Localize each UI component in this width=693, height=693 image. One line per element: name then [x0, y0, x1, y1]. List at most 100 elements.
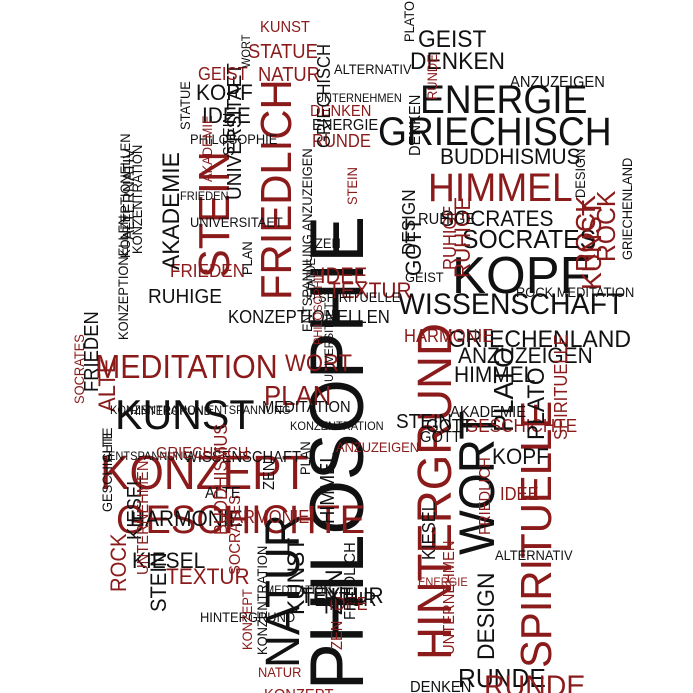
cloud-word-kopf: KOPF: [452, 247, 591, 305]
cloud-word-ruhige: RUHIGE: [148, 286, 222, 308]
cloud-word-statue: STATUE: [177, 81, 193, 130]
cloud-word-geist: GEIST: [405, 269, 444, 285]
cloud-word-konzept: KONZEPT: [100, 447, 309, 500]
cloud-word-statue: STATUE: [304, 258, 318, 300]
cloud-word-spirituelle: SPIRITUELLE: [512, 400, 561, 668]
cloud-word-geist: GEIST: [198, 64, 248, 84]
cloud-word-himmel: HIMMEL: [428, 166, 573, 210]
cloud-word-philosophie: PHILOSOPHIE: [190, 131, 278, 147]
cloud-word-kiesel: KIESEL: [419, 501, 439, 560]
cloud-word-natur: NATUR: [258, 664, 302, 680]
cloud-word-wort: WORT: [239, 34, 253, 68]
cloud-word-rock: ROCK: [591, 190, 621, 262]
cloud-word-meditation: MEDITATION: [262, 399, 351, 416]
cloud-word-textur: TEXTUR: [303, 589, 377, 611]
cloud-word-design: DESIGN: [473, 572, 500, 660]
cloud-word-kunst: KUNST: [115, 391, 255, 438]
cloud-word-plan: PLAN: [264, 380, 332, 411]
cloud-word-geschichte: GESCHICHTE: [116, 498, 366, 542]
cloud-word-friedlich: FRIEDLICH: [252, 79, 301, 300]
cloud-word-denken: DENKEN: [407, 94, 424, 156]
cloud-word-buddhismus: BUDDHISMUS: [440, 144, 581, 169]
cloud-word-kopf: KOPF: [196, 80, 253, 105]
cloud-word-runde: RUNDE: [312, 131, 371, 151]
cloud-word-unternehmen: UNTERNEHMEN: [441, 540, 458, 655]
cloud-word-geschichte: GESCHICHTE: [99, 427, 115, 512]
cloud-word-wissenschaft: WISSENSCHAFT: [398, 288, 625, 321]
cloud-word-textur: TEXTUR: [300, 583, 384, 608]
cloud-word-konzeptionellen: KONZEPTIONELLEN: [115, 215, 131, 340]
cloud-word-rock-meditation: ROCK MEDITATION: [516, 284, 635, 300]
cloud-word-entspannung: ENTSPANNUNG: [108, 449, 192, 463]
cloud-word-kiesel: KIESEL: [132, 548, 206, 573]
cloud-word-harmonie: HARMONIE: [404, 326, 494, 346]
cloud-word-geschichte: GESCHICHTE: [465, 416, 578, 436]
cloud-word-runde: RUNDE: [458, 663, 546, 693]
cloud-word-konzeptionellen: KONZEPTIONELLEN: [228, 307, 390, 327]
cloud-word-himmel: HIMMEL: [317, 452, 339, 524]
cloud-word-akademie: AKADEMIE: [158, 152, 185, 270]
cloud-word-anzuzeigen: ANZUZEIGEN: [336, 439, 420, 455]
cloud-word-plan: PLAN: [297, 441, 313, 475]
cloud-word-design: DESIGN: [572, 148, 588, 198]
cloud-word-alte: ALTE: [205, 485, 241, 502]
cloud-word-konzept: KONZEPT: [264, 688, 334, 693]
cloud-word-konzentration: KONZENTRATION: [290, 419, 384, 433]
cloud-word-hintergrund: HINTERGRUND: [130, 404, 212, 418]
cloud-word-stein: STEIN: [396, 411, 452, 433]
cloud-word-unternehmen: UNTERNEHMEN: [135, 460, 152, 575]
cloud-word-griechisch: GRIECHISCH: [156, 445, 249, 462]
cloud-word-konzentration: KONZENTRATION: [129, 144, 145, 254]
cloud-word-hintergrund: HINTERGRUND: [200, 609, 296, 625]
cloud-word-statue: STATUE: [248, 41, 318, 63]
cloud-word-ruhige: RUHIGE: [450, 196, 475, 278]
cloud-word-konzentration: KONZENTRATION: [254, 545, 270, 655]
cloud-word-frieden: FRIEDEN: [170, 261, 246, 281]
cloud-word-spirituelle: SPIRITUELLE: [551, 334, 571, 440]
cloud-word-energie: ENERGIE: [312, 117, 379, 134]
cloud-word-friedlich: FRIEDLICH: [342, 542, 359, 620]
cloud-word-konzentration-entspannung: KONZENTRATION ENTSPANNUNG: [110, 403, 291, 417]
cloud-word-gott: GOTT: [420, 429, 461, 446]
cloud-word-energie: ENERGIE: [420, 78, 588, 122]
cloud-word-gott: GOTT: [426, 416, 472, 436]
cloud-word-kunst: KUNST: [283, 537, 310, 615]
cloud-word-meditation: MEDITATION: [95, 348, 278, 385]
cloud-word-textur: TEXTUR: [328, 278, 412, 303]
cloud-word-idee: IDEE: [500, 484, 539, 504]
cloud-word-plato: PLATO: [401, 0, 417, 42]
cloud-word-stein: STEIN: [344, 167, 360, 205]
cloud-word-griechenland: GRIECHENLAND: [448, 326, 632, 353]
cloud-word-stein: STEIN: [221, 112, 238, 156]
cloud-word-socrates: SOCRATES: [462, 224, 597, 254]
cloud-word-denken: DENKEN: [410, 48, 506, 75]
cloud-word-wissenschaft: WISSENSCHAFT: [184, 449, 301, 466]
cloud-word-plan: PLAN: [239, 241, 255, 275]
cloud-word-kopf: KOPF: [492, 444, 549, 469]
cloud-word-anzuzeigen: ANZUZEIGEN: [458, 343, 593, 368]
cloud-word-harmonie: HARMONIE: [130, 506, 243, 531]
cloud-word-idee: IDEE: [320, 263, 368, 288]
cloud-word-denken: DENKEN: [410, 679, 472, 693]
cloud-word-anzuzeigen: ANZUZEIGEN: [510, 74, 605, 91]
cloud-word-griechisch: GRIECHISCH: [378, 110, 612, 154]
cloud-word-frieden: FRIEDEN: [180, 189, 229, 203]
cloud-word-universitaet: UNIVERSITAET: [190, 214, 283, 230]
cloud-word-textur: TEXTUR: [166, 564, 250, 589]
cloud-word-denken: DENKEN: [310, 103, 372, 120]
cloud-word-spirituelle: SPIRITUELLE: [318, 289, 401, 305]
cloud-word-energie: ENERGIE: [418, 575, 468, 589]
cloud-word-akademie: AKADEMIE: [450, 404, 527, 421]
cloud-word-unternehmen: UNTERNEHMEN: [316, 91, 402, 105]
cloud-word-socrates: SOCRATES: [440, 206, 554, 231]
cloud-word-natur: NATUR: [258, 64, 321, 86]
cloud-word-idee: IDEE: [329, 594, 368, 614]
cloud-word-griechenland: GRIECHENLAND: [619, 157, 635, 260]
cloud-word-konzept: KONZEPT: [239, 589, 255, 650]
cloud-word-wort: WORT: [285, 350, 353, 377]
cloud-word-himmel: HIMMEL: [454, 362, 536, 387]
cloud-word-buddhismus: BUDDHISMUS: [211, 423, 231, 535]
cloud-word-meditation: MEDITATION: [265, 583, 332, 597]
cloud-word-idee: IDEE: [202, 103, 251, 128]
